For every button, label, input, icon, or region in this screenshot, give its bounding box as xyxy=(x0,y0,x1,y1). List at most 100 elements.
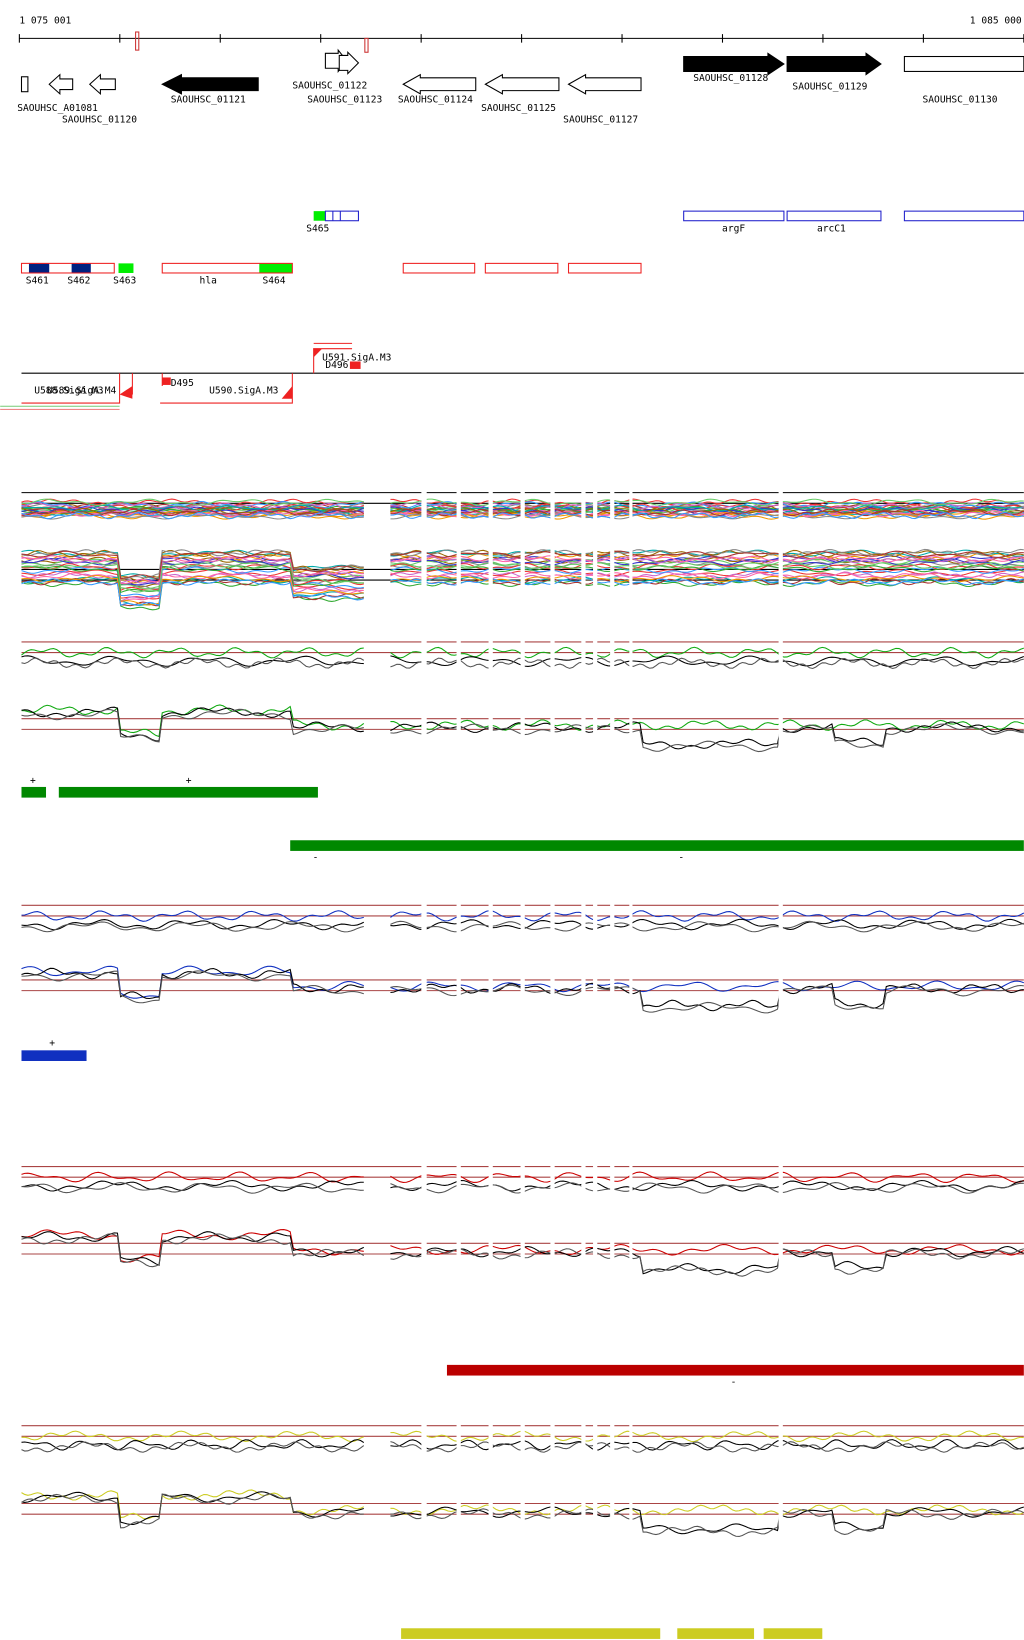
segment xyxy=(21,786,47,798)
features-blue xyxy=(324,210,1024,222)
strand-label: + xyxy=(49,1038,55,1049)
signal-trace xyxy=(21,550,364,581)
signal-trace xyxy=(390,509,1024,518)
gap xyxy=(520,469,525,1536)
gene xyxy=(402,73,477,95)
signal-trace xyxy=(21,498,364,506)
gap xyxy=(550,469,555,1536)
signal-trace xyxy=(21,647,364,659)
feature-label: S462 xyxy=(67,276,90,287)
gene xyxy=(786,52,882,76)
segment xyxy=(401,1628,661,1639)
feature-label: argF xyxy=(722,223,745,234)
signal-trace xyxy=(21,578,364,607)
promoter-label: U590.SigA.M3 xyxy=(209,385,278,396)
signal-trace xyxy=(21,1233,365,1268)
repeat xyxy=(135,31,140,51)
gene-label: SAOUHSC_01127 xyxy=(563,115,638,126)
gene-label: SAOUHSC_01125 xyxy=(481,103,556,114)
strand-label: + xyxy=(30,776,36,787)
signal-trace xyxy=(21,1430,364,1443)
strand-label: - xyxy=(313,853,319,864)
signal-trace xyxy=(390,721,1024,750)
feature-label: S463 xyxy=(113,276,136,287)
signal-trace xyxy=(390,549,1024,557)
signal-trace xyxy=(390,512,1024,520)
signal-trace xyxy=(21,655,364,667)
signal-trace xyxy=(390,498,1024,506)
promoter-label: D495 xyxy=(171,378,194,389)
signal-trace xyxy=(21,1231,365,1266)
gene-label: SAOUHSC_01122 xyxy=(292,81,367,92)
gene-label: SAOUHSC_01130 xyxy=(923,94,998,105)
segment xyxy=(58,786,318,798)
signal-trace xyxy=(21,575,364,606)
signal-trace xyxy=(390,1182,1024,1194)
signal-trace xyxy=(21,507,364,515)
signal-trace xyxy=(390,550,1024,559)
segment xyxy=(763,1628,823,1639)
signal-trace xyxy=(21,579,364,611)
segment xyxy=(21,1050,87,1061)
signal-trace xyxy=(390,511,1024,520)
gene xyxy=(903,55,1024,72)
gene xyxy=(683,52,785,76)
signal-trace xyxy=(21,555,364,585)
signal-trace xyxy=(390,562,1024,570)
signal-trace xyxy=(21,556,364,588)
signal-trace xyxy=(21,910,364,922)
feature xyxy=(313,211,326,221)
signal-trace xyxy=(21,562,364,593)
signal-trace xyxy=(21,1441,365,1453)
signal-trace xyxy=(390,1441,1024,1453)
promoter-label: U591.SigA.M3 xyxy=(322,352,391,363)
signal-trace xyxy=(390,1506,1024,1535)
signal-trace xyxy=(21,1182,364,1194)
gene xyxy=(48,73,74,96)
gap xyxy=(421,469,427,1536)
signal-trace xyxy=(390,571,1024,579)
signal-trace xyxy=(390,982,1024,1012)
gene xyxy=(567,73,642,95)
gap xyxy=(456,469,461,1536)
promoter-label: D496 xyxy=(325,360,348,371)
signal-trace xyxy=(390,980,1024,993)
signal-trace xyxy=(390,572,1024,580)
ruler-end: 1 085 000 xyxy=(970,15,1022,26)
gene xyxy=(88,73,116,96)
signal-trace xyxy=(390,566,1024,574)
promoter-label: U588.SigA.M3 xyxy=(34,385,103,396)
segment xyxy=(677,1628,755,1639)
signal-trace xyxy=(21,569,364,600)
gap xyxy=(629,469,633,1536)
signal-tracks xyxy=(21,469,1024,1537)
signal-trace xyxy=(21,563,364,592)
segment xyxy=(446,1364,1024,1376)
gap xyxy=(488,469,493,1536)
signal-trace xyxy=(390,503,1024,511)
signal-trace xyxy=(21,965,364,999)
gene xyxy=(338,50,360,75)
gap xyxy=(581,469,586,1536)
signal-trace xyxy=(21,1179,364,1192)
gene-label: SAOUHSC_01129 xyxy=(792,82,867,93)
signal-trace xyxy=(390,723,1024,753)
signal-trace xyxy=(21,576,364,606)
signal-trace xyxy=(21,967,364,1000)
feature-label: S465 xyxy=(306,223,329,234)
gap xyxy=(610,469,615,1536)
signal-trace xyxy=(21,1489,365,1520)
promoter-label: U589.SigA.M4 xyxy=(47,385,116,396)
strand-label: - xyxy=(731,1377,737,1388)
signal-trace xyxy=(21,1229,364,1263)
feature xyxy=(903,210,1024,222)
gene-label: SAOUHSC_01128 xyxy=(693,73,768,84)
signal-trace xyxy=(390,562,1024,571)
signal-trace xyxy=(21,506,364,514)
repeat xyxy=(364,37,369,53)
signal-trace xyxy=(21,1439,365,1451)
signal-trace xyxy=(390,1438,1024,1451)
signal-trace xyxy=(390,564,1024,573)
signal-trace xyxy=(21,511,364,520)
